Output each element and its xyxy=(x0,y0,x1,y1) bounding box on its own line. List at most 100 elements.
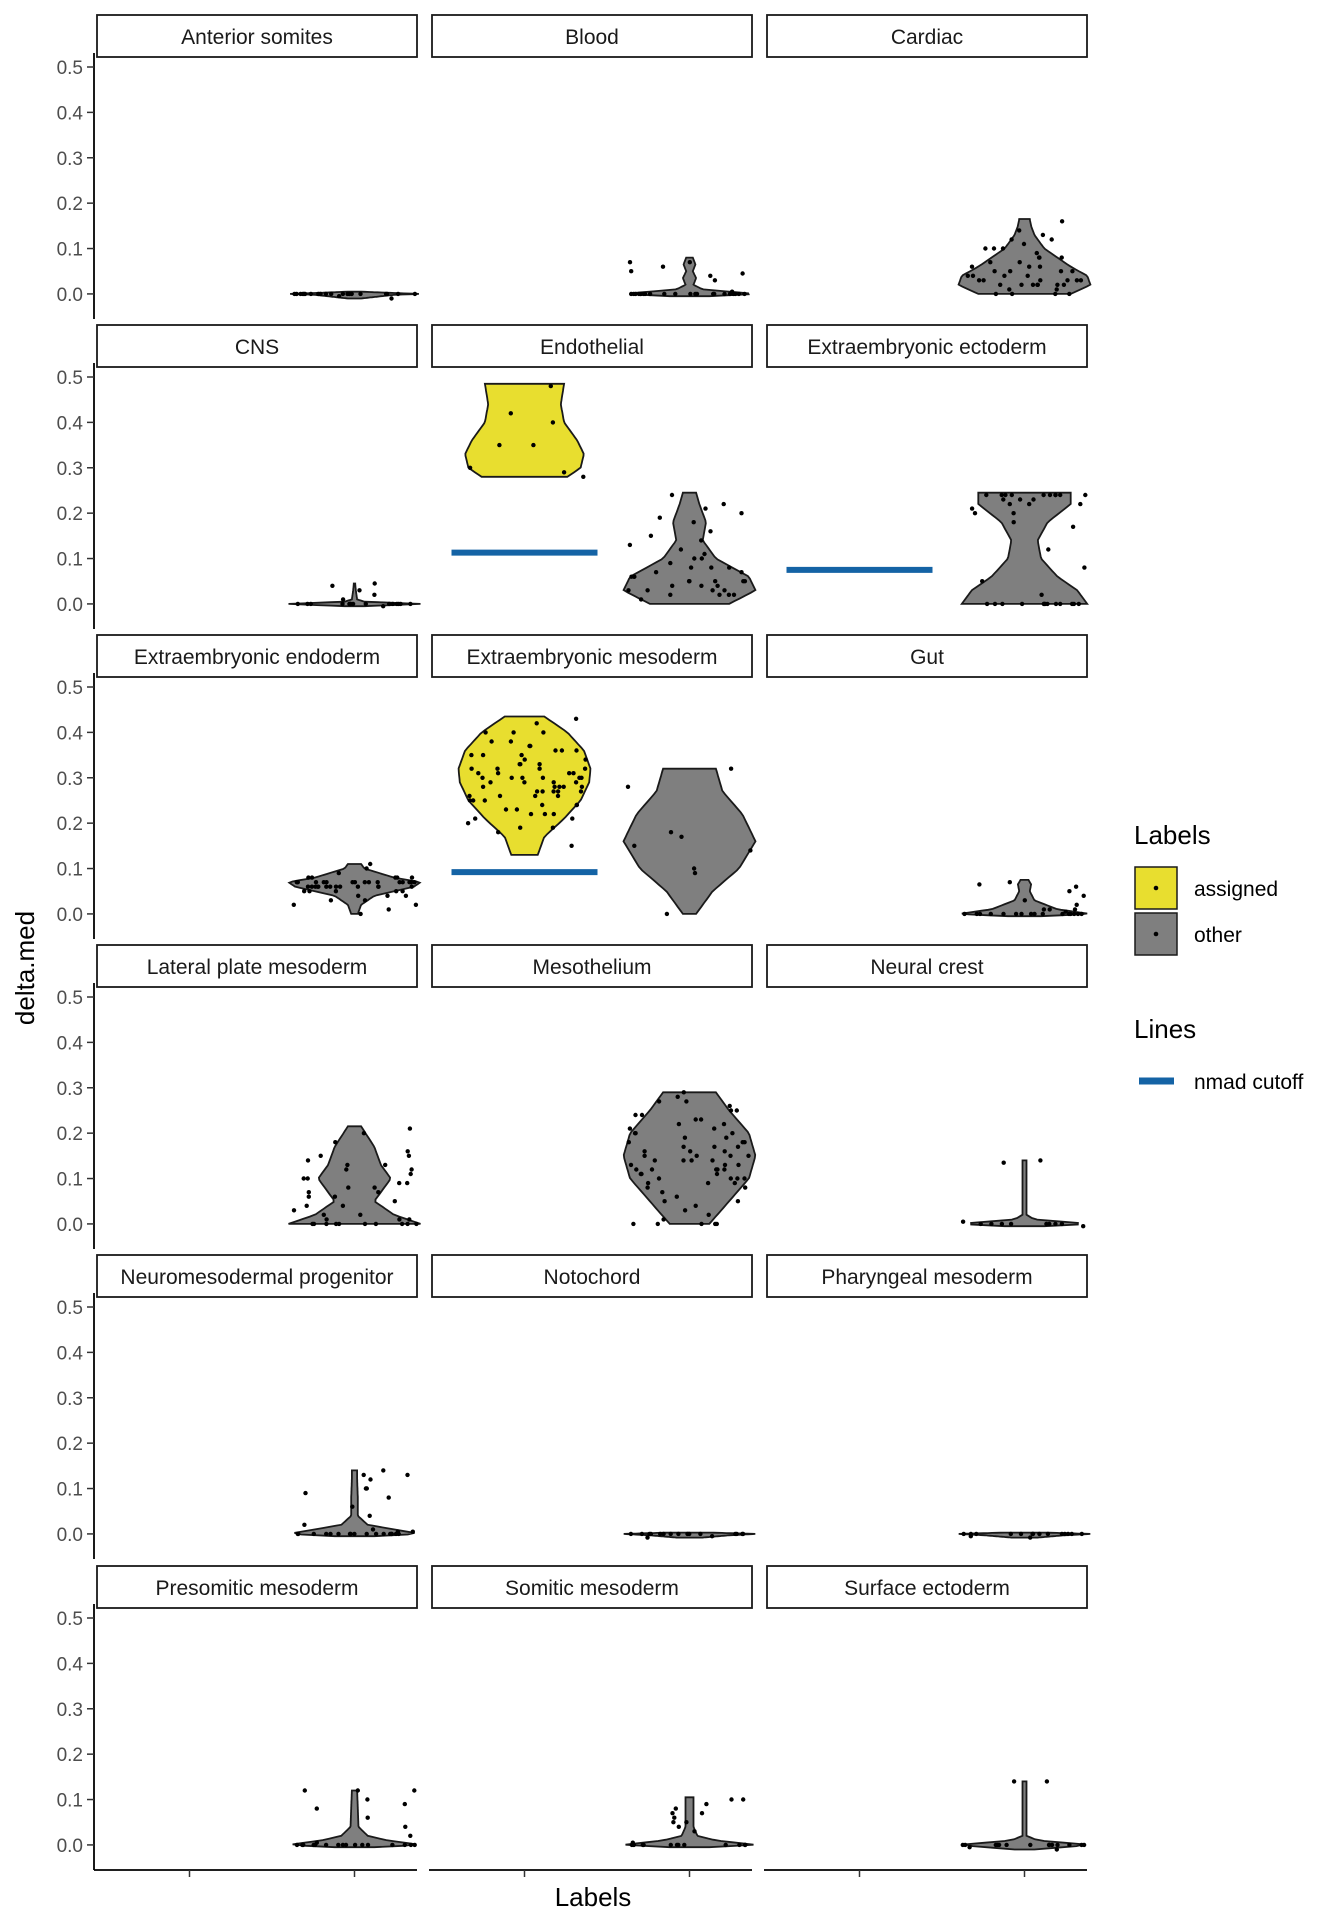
data-point-other xyxy=(389,296,394,301)
data-point-other xyxy=(676,1531,681,1537)
data-point-other xyxy=(992,269,997,274)
y-axis-title: delta.med xyxy=(10,911,40,1025)
data-point-other xyxy=(735,1144,741,1150)
data-point-other xyxy=(685,1531,690,1537)
data-point-other xyxy=(314,1806,319,1811)
data-point-other xyxy=(1053,492,1058,498)
data-point-other xyxy=(681,1144,686,1150)
data-point-other xyxy=(412,1842,417,1848)
data-point-assigned xyxy=(480,775,485,780)
violin-other xyxy=(961,879,1088,918)
data-point-other xyxy=(1007,880,1012,885)
data-point-other xyxy=(1017,497,1023,502)
data-point-other xyxy=(645,1185,650,1190)
panel-gut: Gut xyxy=(766,634,1088,918)
data-point-other xyxy=(717,592,722,597)
data-point-other xyxy=(648,1531,654,1537)
data-point-other xyxy=(988,911,993,917)
data-point-other xyxy=(653,570,659,575)
data-point-other xyxy=(395,291,401,297)
data-point-assigned xyxy=(503,807,509,812)
data-point-other xyxy=(678,547,684,552)
data-point-other xyxy=(633,1112,638,1118)
data-point-other xyxy=(363,601,368,607)
panel-title: Extraembryonic ectoderm xyxy=(807,336,1046,359)
data-point-other xyxy=(323,1842,329,1848)
panel-title: Gut xyxy=(910,646,944,669)
data-point-assigned xyxy=(509,775,514,780)
data-point-other xyxy=(675,1094,680,1100)
data-point-other xyxy=(383,291,389,297)
data-point-other xyxy=(668,830,674,835)
data-point-other xyxy=(992,601,998,607)
data-point-other xyxy=(1028,1842,1033,1848)
data-point-other xyxy=(1074,278,1080,283)
data-point-other xyxy=(376,1190,381,1195)
data-point-other xyxy=(409,1167,414,1172)
data-point-assigned xyxy=(511,730,516,735)
data-point-assigned xyxy=(551,811,556,817)
data-point-other xyxy=(386,907,391,912)
data-point-other xyxy=(1073,884,1079,889)
panel-extraembryonic-mesoderm: Extraembryonic mesoderm xyxy=(431,634,757,917)
data-point-other xyxy=(403,893,409,898)
data-point-assigned xyxy=(467,465,473,470)
data-point-other xyxy=(963,1842,968,1848)
data-point-other xyxy=(668,1842,673,1848)
data-point-other xyxy=(676,1121,682,1127)
data-point-assigned xyxy=(522,757,527,762)
data-point-other xyxy=(630,1840,635,1845)
data-point-assigned xyxy=(540,802,545,808)
data-point-other xyxy=(1082,565,1087,570)
legend-fill-title: Labels xyxy=(1134,820,1211,850)
data-point-other xyxy=(324,884,329,889)
data-point-other xyxy=(347,1531,353,1537)
data-point-other xyxy=(984,601,990,607)
data-point-other xyxy=(626,588,631,593)
data-point-other xyxy=(328,1531,333,1537)
data-point-other xyxy=(974,1531,979,1537)
data-point-other xyxy=(991,246,997,251)
data-point-other xyxy=(670,1811,675,1816)
data-point-other xyxy=(1037,1531,1042,1537)
data-point-other xyxy=(668,560,673,566)
data-point-other xyxy=(1047,1221,1052,1227)
data-point-other xyxy=(710,588,715,593)
data-point-assigned xyxy=(571,771,576,776)
data-point-assigned xyxy=(520,775,525,780)
panel-strip xyxy=(766,14,1088,58)
data-point-assigned xyxy=(550,420,556,425)
data-point-other xyxy=(330,583,335,588)
panel-anterior-somites: Anterior somites 0.0 0.1 0.2 0.3 0.4 0.5 xyxy=(57,14,419,319)
data-point-assigned xyxy=(537,766,542,771)
data-point-other xyxy=(309,884,315,889)
data-point-other xyxy=(674,1194,679,1199)
data-point-other xyxy=(967,1845,972,1850)
data-point-other xyxy=(737,1842,742,1848)
data-point-other xyxy=(632,843,637,848)
data-point-assigned xyxy=(537,762,542,767)
data-point-other xyxy=(1032,911,1037,917)
data-point-other xyxy=(727,565,732,570)
data-point-other xyxy=(333,1221,339,1227)
violin-other xyxy=(288,582,421,608)
legend-label-assigned: assigned xyxy=(1194,878,1278,901)
data-point-other xyxy=(1019,282,1024,287)
data-point-other xyxy=(364,866,369,871)
data-point-assigned xyxy=(573,716,579,721)
panel-strip xyxy=(431,1254,753,1298)
data-point-other xyxy=(1083,492,1088,498)
data-point-assigned xyxy=(534,721,539,726)
data-point-other xyxy=(681,1158,686,1163)
violin-other xyxy=(629,256,750,298)
data-point-other xyxy=(352,880,358,885)
data-point-assigned xyxy=(555,793,561,799)
data-point-other xyxy=(1007,501,1012,507)
data-point-other xyxy=(710,1158,715,1163)
data-point-other xyxy=(1002,273,1007,278)
data-point-other xyxy=(960,1219,966,1224)
data-point-other xyxy=(962,911,967,917)
data-point-other xyxy=(333,889,339,894)
data-point-other xyxy=(1058,601,1063,607)
data-point-other xyxy=(679,834,684,839)
